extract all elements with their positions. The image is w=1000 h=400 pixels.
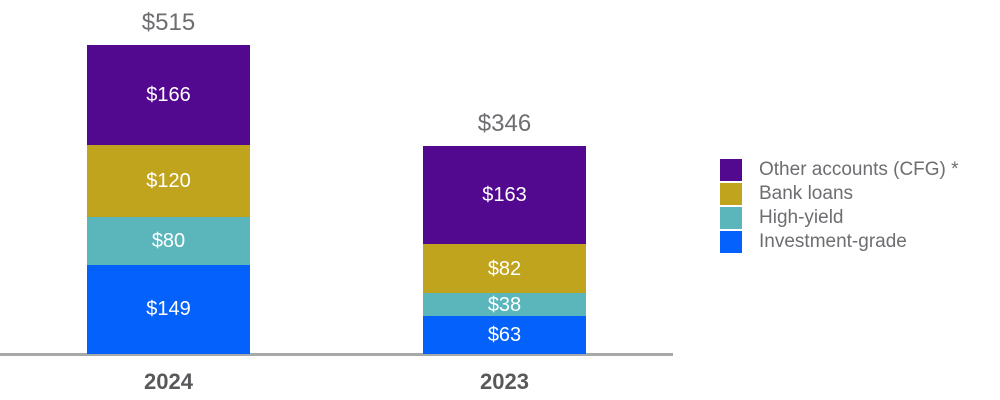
segment-high-yield-2024: $80 bbox=[87, 216, 250, 265]
segment-investment-grade-2024: $149 bbox=[87, 264, 250, 354]
category-label-2024: 2024 bbox=[144, 369, 193, 394]
legend-swatch-investment-grade bbox=[720, 231, 742, 253]
segment-value-label: $80 bbox=[151, 229, 186, 252]
segment-bank-loans-2023: $82 bbox=[423, 244, 586, 294]
category-label-2023: 2023 bbox=[480, 369, 529, 394]
segment-high-yield-2023: $38 bbox=[423, 293, 586, 317]
legend-label: Investment-grade bbox=[759, 231, 907, 252]
segment-value-label: $120 bbox=[146, 169, 191, 192]
segment-value-label: $38 bbox=[487, 293, 522, 316]
legend-item-bank-loans: Bank loans bbox=[720, 183, 959, 205]
segment-value-label: $82 bbox=[487, 257, 522, 280]
segment-value-label: $149 bbox=[146, 298, 191, 321]
legend-item-investment-grade: Investment-grade bbox=[720, 231, 959, 253]
legend-label: High-yield bbox=[759, 207, 844, 228]
segment-other-accounts-cfg-2024: $166 bbox=[87, 45, 250, 145]
segment-value-label: $63 bbox=[487, 324, 522, 347]
total-label-2024: $515 bbox=[141, 9, 196, 36]
segment-bank-loans-2024: $120 bbox=[87, 144, 250, 217]
bar-2024: $166 $120 $80 $149 bbox=[87, 45, 250, 354]
legend-label: Bank loans bbox=[759, 183, 854, 204]
legend-swatch-other-accounts-cfg bbox=[720, 159, 742, 181]
bar-2023: $163 $82 $38 $63 bbox=[423, 146, 586, 354]
segment-investment-grade-2023: $63 bbox=[423, 316, 586, 354]
segment-value-label: $166 bbox=[146, 83, 191, 106]
legend-item-other-accounts-cfg: Other accounts (CFG) * bbox=[720, 159, 959, 181]
segment-value-label: $163 bbox=[482, 184, 527, 207]
legend: Other accounts (CFG) * Bank loans High-yie… bbox=[720, 159, 959, 255]
legend-swatch-high-yield bbox=[720, 207, 742, 229]
x-axis-line bbox=[0, 353, 673, 356]
legend-label: Other accounts (CFG) * bbox=[759, 159, 959, 180]
legend-swatch-bank-loans bbox=[720, 183, 742, 205]
legend-item-high-yield: High-yield bbox=[720, 207, 959, 229]
total-label-2023: $346 bbox=[477, 110, 532, 138]
segment-other-accounts-cfg-2023: $163 bbox=[423, 146, 586, 245]
